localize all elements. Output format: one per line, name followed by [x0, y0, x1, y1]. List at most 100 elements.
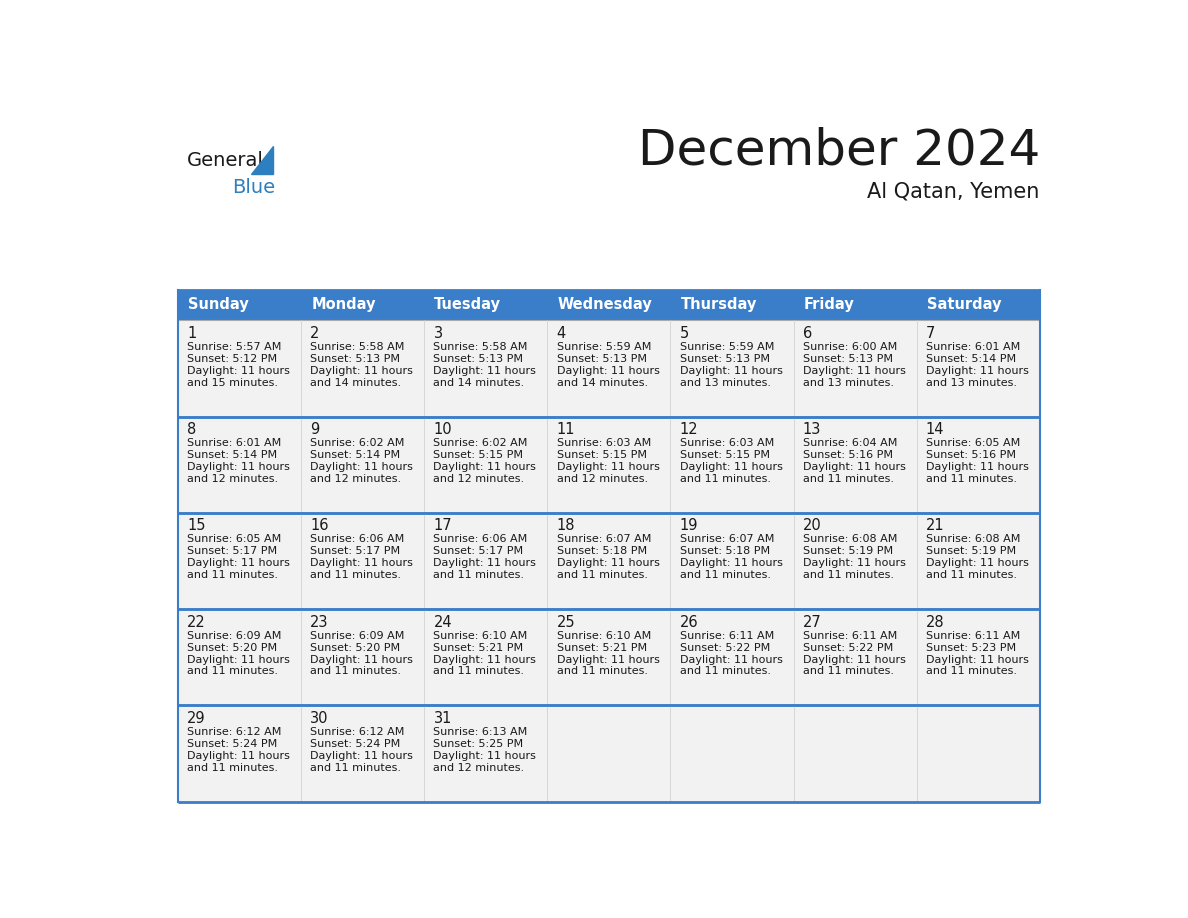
Bar — [917, 417, 1040, 513]
Bar — [301, 417, 424, 513]
Text: Daylight: 11 hours: Daylight: 11 hours — [434, 655, 536, 665]
Text: Daylight: 11 hours: Daylight: 11 hours — [680, 655, 783, 665]
Bar — [917, 610, 1040, 705]
Bar — [424, 610, 548, 705]
Text: Sunset: 5:19 PM: Sunset: 5:19 PM — [925, 546, 1016, 556]
Text: General: General — [188, 151, 264, 170]
Text: Daylight: 11 hours: Daylight: 11 hours — [803, 365, 905, 375]
Text: 17: 17 — [434, 519, 453, 533]
Text: Sunset: 5:13 PM: Sunset: 5:13 PM — [434, 353, 524, 364]
Text: 6: 6 — [803, 326, 813, 341]
Text: Sunset: 5:17 PM: Sunset: 5:17 PM — [434, 546, 524, 556]
Text: and 15 minutes.: and 15 minutes. — [188, 377, 278, 387]
Text: Sunrise: 6:12 AM: Sunrise: 6:12 AM — [188, 727, 282, 737]
Bar — [794, 513, 917, 610]
Text: 19: 19 — [680, 519, 699, 533]
Text: and 11 minutes.: and 11 minutes. — [557, 570, 647, 580]
Text: Sunrise: 6:00 AM: Sunrise: 6:00 AM — [803, 341, 897, 352]
Text: Daylight: 11 hours: Daylight: 11 hours — [310, 462, 413, 472]
Text: and 11 minutes.: and 11 minutes. — [925, 570, 1017, 580]
Text: Daylight: 11 hours: Daylight: 11 hours — [925, 558, 1029, 568]
Bar — [424, 320, 548, 417]
Text: 2: 2 — [310, 326, 320, 341]
Text: and 11 minutes.: and 11 minutes. — [925, 666, 1017, 677]
Text: 24: 24 — [434, 614, 453, 630]
Text: Sunset: 5:18 PM: Sunset: 5:18 PM — [680, 546, 770, 556]
Bar — [548, 513, 670, 610]
Text: and 11 minutes.: and 11 minutes. — [925, 474, 1017, 484]
Text: Sunrise: 6:02 AM: Sunrise: 6:02 AM — [434, 438, 527, 448]
Text: 20: 20 — [803, 519, 822, 533]
Text: 29: 29 — [188, 711, 206, 726]
Text: Sunset: 5:24 PM: Sunset: 5:24 PM — [188, 739, 278, 749]
Bar — [670, 513, 794, 610]
Polygon shape — [251, 146, 272, 174]
Bar — [794, 320, 917, 417]
Text: Daylight: 11 hours: Daylight: 11 hours — [434, 751, 536, 761]
Bar — [670, 705, 794, 801]
Text: Sunset: 5:15 PM: Sunset: 5:15 PM — [434, 450, 524, 460]
Text: Sunrise: 6:10 AM: Sunrise: 6:10 AM — [557, 631, 651, 641]
Text: and 14 minutes.: and 14 minutes. — [434, 377, 525, 387]
Text: and 14 minutes.: and 14 minutes. — [310, 377, 402, 387]
Text: 10: 10 — [434, 422, 453, 437]
Text: Blue: Blue — [232, 178, 276, 196]
Text: and 12 minutes.: and 12 minutes. — [434, 763, 525, 773]
Text: Daylight: 11 hours: Daylight: 11 hours — [188, 558, 290, 568]
Text: Daylight: 11 hours: Daylight: 11 hours — [680, 365, 783, 375]
Text: 22: 22 — [188, 614, 206, 630]
Bar — [794, 417, 917, 513]
Text: Sunrise: 6:02 AM: Sunrise: 6:02 AM — [310, 438, 405, 448]
Bar — [794, 610, 917, 705]
Text: Sunset: 5:24 PM: Sunset: 5:24 PM — [310, 739, 400, 749]
Bar — [548, 610, 670, 705]
Text: Sunrise: 6:09 AM: Sunrise: 6:09 AM — [188, 631, 282, 641]
Text: Tuesday: Tuesday — [435, 297, 501, 312]
Bar — [301, 289, 424, 320]
Text: Daylight: 11 hours: Daylight: 11 hours — [803, 558, 905, 568]
Text: Daylight: 11 hours: Daylight: 11 hours — [434, 365, 536, 375]
Text: Sunset: 5:16 PM: Sunset: 5:16 PM — [925, 450, 1016, 460]
Text: Daylight: 11 hours: Daylight: 11 hours — [925, 655, 1029, 665]
Bar — [548, 289, 670, 320]
Text: Sunrise: 6:09 AM: Sunrise: 6:09 AM — [310, 631, 405, 641]
Text: and 12 minutes.: and 12 minutes. — [310, 474, 402, 484]
Text: and 11 minutes.: and 11 minutes. — [434, 570, 524, 580]
Text: Friday: Friday — [803, 297, 854, 312]
Text: and 11 minutes.: and 11 minutes. — [803, 666, 893, 677]
Text: 1: 1 — [188, 326, 196, 341]
Text: 13: 13 — [803, 422, 821, 437]
Bar — [917, 705, 1040, 801]
Text: Daylight: 11 hours: Daylight: 11 hours — [188, 365, 290, 375]
Text: and 13 minutes.: and 13 minutes. — [680, 377, 771, 387]
Text: Sunrise: 5:59 AM: Sunrise: 5:59 AM — [680, 341, 775, 352]
Text: Sunrise: 5:58 AM: Sunrise: 5:58 AM — [310, 341, 405, 352]
Text: Sunset: 5:15 PM: Sunset: 5:15 PM — [680, 450, 770, 460]
Text: Wednesday: Wednesday — [557, 297, 652, 312]
Text: Al Qatan, Yemen: Al Qatan, Yemen — [867, 181, 1040, 201]
Text: Daylight: 11 hours: Daylight: 11 hours — [680, 558, 783, 568]
Text: Daylight: 11 hours: Daylight: 11 hours — [310, 655, 413, 665]
Text: Sunrise: 6:06 AM: Sunrise: 6:06 AM — [434, 534, 527, 544]
Bar — [178, 417, 301, 513]
Text: Daylight: 11 hours: Daylight: 11 hours — [310, 365, 413, 375]
Bar — [178, 513, 301, 610]
Text: and 11 minutes.: and 11 minutes. — [803, 570, 893, 580]
Text: Sunset: 5:20 PM: Sunset: 5:20 PM — [310, 643, 400, 653]
Bar — [301, 513, 424, 610]
Text: Sunrise: 6:03 AM: Sunrise: 6:03 AM — [680, 438, 773, 448]
Text: Sunset: 5:14 PM: Sunset: 5:14 PM — [188, 450, 277, 460]
Bar — [548, 705, 670, 801]
Text: 18: 18 — [557, 519, 575, 533]
Text: Sunrise: 6:12 AM: Sunrise: 6:12 AM — [310, 727, 405, 737]
Bar — [424, 705, 548, 801]
Text: Daylight: 11 hours: Daylight: 11 hours — [557, 558, 659, 568]
Text: Sunrise: 6:05 AM: Sunrise: 6:05 AM — [188, 534, 282, 544]
Text: and 11 minutes.: and 11 minutes. — [557, 666, 647, 677]
Text: Sunset: 5:14 PM: Sunset: 5:14 PM — [925, 353, 1016, 364]
Text: 25: 25 — [557, 614, 575, 630]
Bar — [794, 289, 917, 320]
Text: Sunrise: 5:57 AM: Sunrise: 5:57 AM — [188, 341, 282, 352]
Text: and 11 minutes.: and 11 minutes. — [188, 763, 278, 773]
Bar — [917, 289, 1040, 320]
